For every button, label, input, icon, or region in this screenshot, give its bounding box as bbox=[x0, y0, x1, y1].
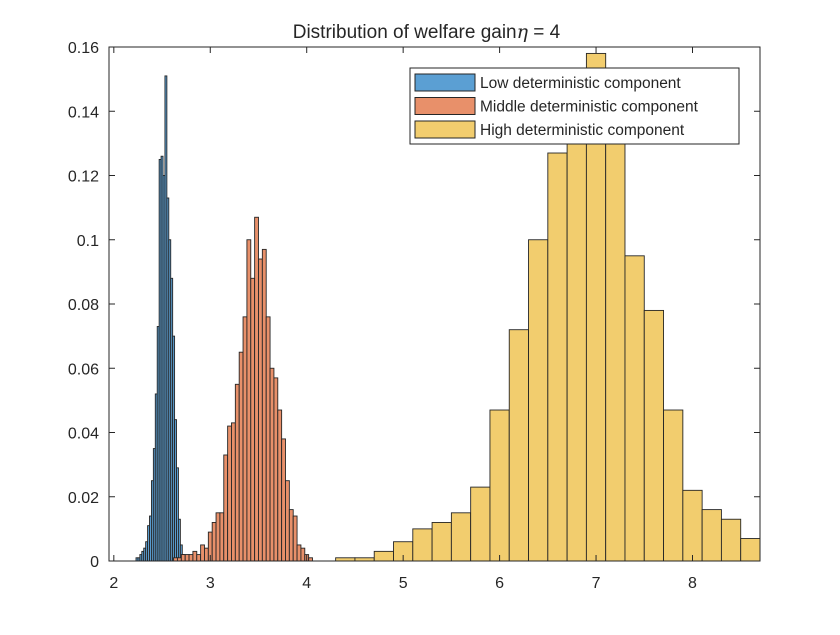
x-tick-label-0: 2 bbox=[109, 575, 118, 592]
bar-high-18 bbox=[682, 489, 703, 562]
chart-title-main: Distribution of welfare gain bbox=[293, 22, 517, 43]
chart-title-suffix: = 4 bbox=[528, 22, 561, 43]
legend-label-low: Low deterministic component bbox=[480, 75, 681, 92]
bar-high-21 bbox=[740, 538, 761, 562]
bar-middle-32 bbox=[296, 544, 302, 562]
bar-high-9 bbox=[508, 329, 529, 562]
bar-middle-11 bbox=[215, 512, 221, 562]
bar-middle-20 bbox=[250, 277, 256, 562]
bar-middle-17 bbox=[238, 351, 244, 562]
y-tick-label-3: 0.06 bbox=[68, 361, 99, 378]
chart-title-symbol: η bbox=[517, 21, 529, 43]
bar-middle-22 bbox=[258, 258, 263, 562]
bar-middle-31 bbox=[292, 515, 298, 562]
y-tick-label-4: 0.08 bbox=[68, 297, 99, 314]
bar-middle-33 bbox=[300, 547, 306, 562]
bar-high-14 bbox=[605, 78, 626, 562]
bar-high-11 bbox=[547, 152, 568, 562]
bar-middle-2 bbox=[180, 554, 186, 562]
legend-label-high: High deterministic component bbox=[480, 122, 685, 139]
y-tick-label-1: 0.02 bbox=[68, 490, 99, 507]
bar-middle-23 bbox=[261, 248, 267, 562]
y-tick-label-2: 0.04 bbox=[68, 426, 99, 443]
bar-high-7 bbox=[470, 486, 491, 562]
chart-title: Distribution of welfare gainη = 4 bbox=[293, 21, 561, 43]
bar-high-15 bbox=[624, 255, 645, 562]
bar-middle-13 bbox=[223, 454, 229, 562]
bar-middle-5 bbox=[192, 550, 198, 562]
bar-middle-14 bbox=[227, 425, 232, 562]
bar-middle-12 bbox=[219, 512, 225, 562]
bar-middle-8 bbox=[204, 547, 209, 562]
bar-middle-25 bbox=[269, 367, 275, 562]
legend-swatch-middle bbox=[414, 97, 476, 115]
bar-high-6 bbox=[450, 512, 472, 562]
legend-label-middle: Middle deterministic component bbox=[480, 99, 699, 116]
legend: Low deterministic component Middle deter… bbox=[409, 67, 740, 145]
bar-high-4 bbox=[412, 528, 433, 562]
bar-middle-15 bbox=[231, 422, 236, 562]
series-middle bbox=[173, 216, 313, 562]
x-tick-label-6: 8 bbox=[688, 575, 697, 592]
bar-middle-26 bbox=[273, 377, 279, 562]
bar-middle-16 bbox=[234, 383, 240, 562]
x-tick-label-3: 5 bbox=[399, 575, 408, 592]
y-tick-label-8: 0.16 bbox=[68, 40, 99, 57]
bar-middle-21 bbox=[254, 216, 259, 562]
bar-middle-18 bbox=[242, 316, 248, 562]
bar-middle-10 bbox=[211, 522, 217, 562]
x-tick-label-1: 3 bbox=[206, 575, 215, 592]
bar-high-12 bbox=[566, 123, 587, 562]
y-tick-label-7: 0.14 bbox=[68, 104, 99, 121]
bar-high-17 bbox=[663, 409, 684, 562]
bar-middle-24 bbox=[265, 316, 271, 562]
bar-middle-30 bbox=[288, 509, 294, 562]
series-low bbox=[135, 75, 187, 562]
x-tick-label-5: 7 bbox=[592, 575, 601, 592]
bar-middle-29 bbox=[285, 480, 290, 562]
legend-swatch-high bbox=[414, 120, 476, 139]
x-tick-label-4: 6 bbox=[495, 575, 504, 592]
bar-high-8 bbox=[489, 409, 510, 562]
x-tick-label-2: 4 bbox=[302, 575, 311, 592]
bar-high-20 bbox=[720, 518, 742, 562]
bar-high-16 bbox=[643, 309, 665, 562]
y-tick-label-5: 0.1 bbox=[77, 233, 99, 250]
ticks-layer: 2 3 4 5 6 7 8 0 0.02 0.04 0.06 0.08 0.1 0.12 0.14 0.16 bbox=[68, 40, 760, 592]
bar-middle-19 bbox=[246, 239, 252, 562]
bar-high-19 bbox=[701, 509, 722, 562]
y-tick-label-6: 0.12 bbox=[68, 169, 99, 186]
y-tick-label-0: 0 bbox=[90, 554, 99, 571]
bar-middle-6 bbox=[196, 554, 202, 562]
bar-high-2 bbox=[373, 550, 394, 562]
bar-middle-3 bbox=[184, 554, 190, 562]
bar-middle-27 bbox=[277, 409, 283, 562]
bar-middle-28 bbox=[281, 438, 286, 562]
bar-middle-7 bbox=[200, 544, 205, 562]
bar-middle-4 bbox=[188, 554, 194, 562]
bar-high-5 bbox=[431, 522, 452, 562]
legend-swatch-low bbox=[414, 73, 476, 92]
bar-high-10 bbox=[528, 239, 549, 562]
